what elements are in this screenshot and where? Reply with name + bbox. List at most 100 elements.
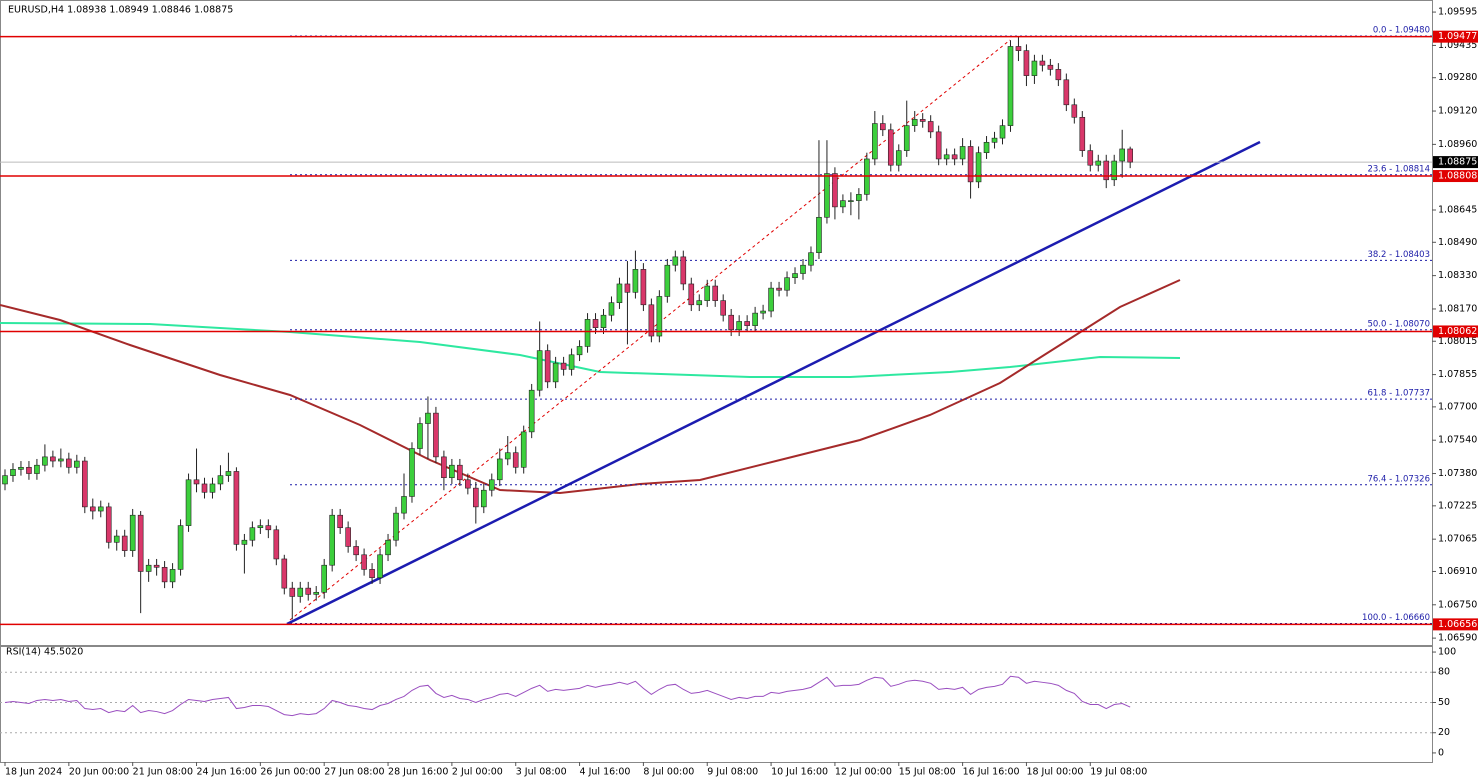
level-box xyxy=(1433,618,1478,631)
x-tick-label: 18 Jul 00:00 xyxy=(1026,767,1083,778)
level-box xyxy=(1433,170,1478,183)
candle-body xyxy=(776,287,782,291)
candle-body xyxy=(1111,160,1118,181)
candle-body xyxy=(919,119,926,122)
candle-body xyxy=(975,152,982,183)
trend-line xyxy=(286,140,1261,626)
candle-body xyxy=(736,321,742,331)
candle-body xyxy=(879,123,886,131)
candle-body xyxy=(265,525,272,531)
x-tick-label: 27 Jun 08:00 xyxy=(324,767,384,778)
y-tick-label: 1.09280 xyxy=(1438,72,1477,83)
y-tick-label: 1.09595 xyxy=(1438,7,1477,18)
x-tick-label: 24 Jun 16:00 xyxy=(197,767,257,778)
candle-body xyxy=(1015,46,1022,51)
candle-body xyxy=(2,475,8,485)
candle-body xyxy=(433,412,439,458)
candle-body xyxy=(496,458,503,481)
candle-body xyxy=(967,146,974,183)
candle-body xyxy=(656,296,663,337)
candle-body xyxy=(1055,69,1062,81)
x-tick-label: 28 Jun 16:00 xyxy=(388,767,448,778)
candle-body xyxy=(233,471,240,545)
y-tick-label: 1.08330 xyxy=(1438,270,1477,281)
candle-body xyxy=(576,346,583,356)
candle-body xyxy=(1023,50,1030,76)
candle-body xyxy=(1103,160,1110,181)
candle-body xyxy=(991,137,998,143)
candle-body xyxy=(177,525,184,570)
candle-body xyxy=(600,314,607,329)
rsi-tick-label: 20 xyxy=(1438,727,1450,738)
x-tick-label: 2 Jul 00:00 xyxy=(452,767,503,778)
y-tick-label: 1.08015 xyxy=(1438,336,1477,347)
candle-body xyxy=(169,569,176,583)
candle-body xyxy=(425,412,431,424)
candle-body xyxy=(225,471,232,476)
y-tick-label: 1.08960 xyxy=(1438,139,1477,150)
candle-body xyxy=(840,200,846,208)
x-tick-label: 21 Jun 08:00 xyxy=(133,767,193,778)
x-tick-label: 10 Jul 16:00 xyxy=(771,767,828,778)
candle-body xyxy=(273,529,280,560)
candle-body xyxy=(959,146,966,160)
y-tick-label: 1.07065 xyxy=(1438,534,1477,545)
candle-body xyxy=(1079,116,1086,151)
moving-average-long xyxy=(0,322,1181,378)
level-label: 1.09477 xyxy=(1438,31,1477,42)
x-tick-label: 16 Jul 16:00 xyxy=(963,767,1020,778)
candle-body xyxy=(927,121,934,133)
y-tick-label: 1.08170 xyxy=(1438,303,1477,314)
candle-body xyxy=(305,587,312,595)
candle-body xyxy=(18,466,24,470)
x-tick-label: 4 Jul 16:00 xyxy=(580,767,631,778)
rsi-tick-label: 100 xyxy=(1438,647,1456,658)
candle-body xyxy=(688,283,695,306)
candle-body xyxy=(536,350,543,391)
candle-body xyxy=(289,587,296,597)
candle-body xyxy=(696,300,703,306)
candle-body xyxy=(401,496,407,514)
candle-body xyxy=(385,539,391,556)
candle-body xyxy=(473,487,479,508)
y-tick-label: 1.07380 xyxy=(1438,468,1477,479)
candle-body xyxy=(768,287,774,312)
candle-body xyxy=(449,464,455,479)
candle-body xyxy=(480,489,487,508)
chart-title: EURUSD,H4 1.08938 1.08949 1.08846 1.0887… xyxy=(8,5,233,16)
candle-body xyxy=(943,154,950,160)
level-label: 1.08808 xyxy=(1438,171,1477,182)
candle-body xyxy=(672,256,679,266)
fib-label: 100.0 - 1.06660 xyxy=(1362,613,1430,623)
candle-body xyxy=(640,269,647,306)
candle-body xyxy=(704,285,711,301)
candle-body xyxy=(568,354,575,370)
candle-body xyxy=(97,506,104,512)
candle-body xyxy=(856,194,862,201)
candle-body xyxy=(816,216,822,254)
candle-body xyxy=(951,154,958,160)
candle-body xyxy=(137,514,144,572)
candle-body xyxy=(760,310,766,314)
candle-body xyxy=(552,362,559,383)
candle-body xyxy=(34,464,40,474)
candle-body xyxy=(1047,64,1054,70)
candle-body xyxy=(1063,79,1070,106)
candle-body xyxy=(361,554,367,570)
rsi-panel xyxy=(0,646,1433,763)
candle-body xyxy=(1031,60,1038,76)
candle-body xyxy=(409,448,415,497)
moving-average-short xyxy=(0,279,1181,495)
candle-body xyxy=(528,389,535,433)
x-tick-label: 12 Jul 00:00 xyxy=(835,767,892,778)
candle-body xyxy=(145,564,152,572)
y-tick-label: 1.07700 xyxy=(1438,401,1477,412)
candle-body xyxy=(935,131,942,160)
candle-body xyxy=(720,300,727,316)
candle-body xyxy=(89,506,96,512)
candle-body xyxy=(504,452,511,460)
candle-body xyxy=(664,264,671,297)
candle-body xyxy=(752,312,758,326)
candle-body xyxy=(624,283,631,293)
